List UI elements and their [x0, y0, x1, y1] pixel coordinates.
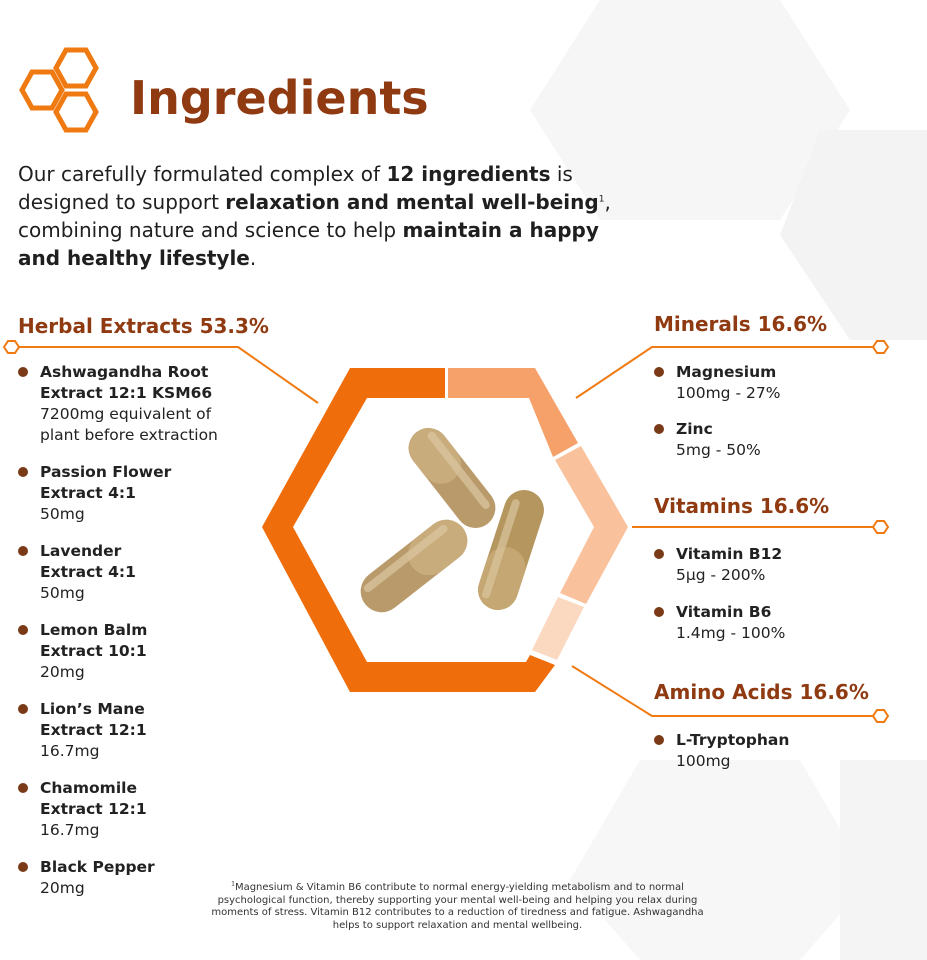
bullet-dot-icon: [18, 625, 28, 635]
bullet-dot-icon: [654, 607, 664, 617]
segment-vitamins: [555, 446, 628, 604]
segment-amino: [532, 597, 584, 660]
herbal-extracts-title: Herbal Extracts 53.3%: [18, 314, 269, 338]
ingredient-hexagon-chart: [262, 368, 628, 692]
bullet-dot-icon: [18, 783, 28, 793]
bullet-dot-icon: [654, 735, 664, 745]
bullet-dot-icon: [18, 862, 28, 872]
bullet-dot-icon: [18, 704, 28, 714]
bullet-dot-icon: [654, 549, 664, 559]
list-item: Chamomile Extract 12:1 16.7mg: [18, 778, 288, 841]
list-item: L-Tryptophan 100mg: [654, 730, 924, 772]
bullet-dot-icon: [654, 424, 664, 434]
list-item: Lion’s Mane Extract 12:1 16.7mg: [18, 699, 288, 762]
segment-minerals: [448, 368, 578, 457]
list-item: Vitamin B6 1.4mg - 100%: [654, 602, 924, 644]
page-title: Ingredients: [130, 71, 429, 125]
honeycomb-icon: [19, 47, 99, 133]
footnote: 1Magnesium & Vitamin B6 contribute to no…: [211, 880, 704, 931]
amino-acids-title: Amino Acids 16.6%: [654, 680, 869, 704]
bullet-dot-icon: [654, 367, 664, 377]
segment-herbal: [262, 368, 555, 692]
bullet-dot-icon: [18, 546, 28, 556]
vitamins-title: Vitamins 16.6%: [654, 494, 830, 518]
list-item: Vitamin B12 5µg - 200%: [654, 544, 924, 586]
bullet-dot-icon: [18, 367, 28, 377]
list-item: Magnesium 100mg - 27%: [654, 362, 924, 404]
minerals-title: Minerals 16.6%: [654, 312, 828, 336]
bullet-dot-icon: [18, 467, 28, 477]
list-item: Ashwagandha Root Extract 12:1 KSM66 7200…: [18, 362, 288, 446]
capsules-icon: [360, 428, 544, 613]
list-item: Lemon Balm Extract 10:1 20mg: [18, 620, 288, 683]
list-item: Black Pepper 20mg: [18, 857, 288, 899]
list-item: Passion Flower Extract 4:1 50mg: [18, 462, 288, 525]
list-item: Lavender Extract 4:1 50mg: [18, 541, 288, 604]
list-item: Zinc 5mg - 50%: [654, 419, 924, 461]
intro-paragraph: Our carefully formulated complex of 12 i…: [18, 162, 611, 270]
